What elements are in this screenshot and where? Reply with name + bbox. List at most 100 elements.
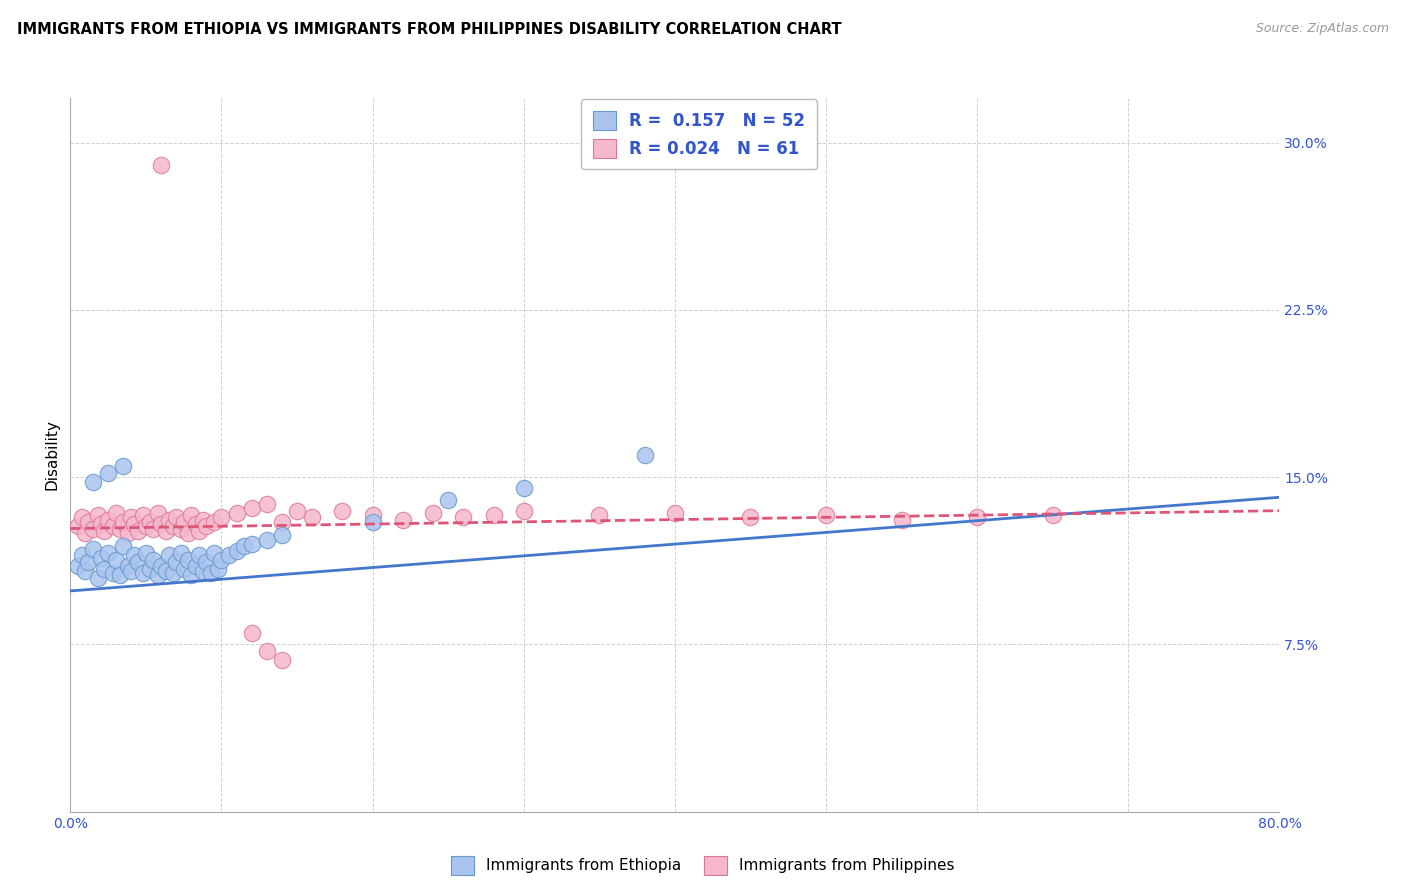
Point [202, 515, 225, 529]
Point [66, 559, 89, 574]
Point [90, 550, 111, 565]
Point [180, 508, 202, 523]
Point [211, 510, 233, 524]
Point [966, 510, 988, 524]
Point [104, 552, 127, 567]
Point [391, 512, 415, 526]
Point [97, 546, 120, 560]
Point [162, 519, 184, 533]
Point [112, 515, 135, 529]
Point [155, 564, 177, 578]
Point [815, 508, 838, 523]
Point [195, 519, 218, 533]
Point [513, 503, 536, 517]
Point [108, 521, 131, 535]
Point [165, 510, 187, 524]
Point [101, 566, 124, 581]
Point [256, 644, 278, 658]
Point [270, 515, 294, 529]
Point [218, 548, 240, 563]
Point [184, 517, 207, 532]
Point [225, 543, 247, 558]
Point [173, 562, 195, 576]
Legend: R =  0.157   N = 52, R = 0.024   N = 61: R = 0.157 N = 52, R = 0.024 N = 61 [581, 99, 817, 169]
Point [240, 537, 263, 551]
Point [437, 492, 460, 507]
Point [66, 519, 89, 533]
Point [135, 546, 157, 560]
Point [101, 519, 124, 533]
Point [513, 482, 536, 496]
Legend: Immigrants from Ethiopia, Immigrants from Philippines: Immigrants from Ethiopia, Immigrants fro… [443, 848, 963, 882]
Point [127, 555, 149, 569]
Point [75, 564, 97, 578]
Point [146, 506, 169, 520]
Point [233, 539, 256, 553]
Point [97, 466, 120, 480]
Point [202, 546, 225, 560]
Point [72, 548, 94, 563]
Point [82, 475, 104, 489]
Point [112, 539, 135, 553]
Point [150, 517, 172, 532]
Point [117, 559, 139, 574]
Point [139, 562, 162, 576]
Point [633, 448, 655, 462]
Point [108, 568, 131, 582]
Point [82, 521, 104, 535]
Point [86, 571, 108, 585]
Point [82, 541, 104, 556]
Point [361, 515, 384, 529]
Point [187, 524, 209, 538]
Point [301, 510, 323, 524]
Point [77, 515, 100, 529]
Point [482, 508, 505, 523]
Point [890, 512, 912, 526]
Point [104, 506, 127, 520]
Point [142, 521, 165, 535]
Point [193, 564, 215, 578]
Point [270, 653, 294, 667]
Point [93, 524, 115, 538]
Point [165, 555, 187, 569]
Point [588, 508, 610, 523]
Point [150, 158, 172, 172]
Y-axis label: Disability: Disability [44, 419, 59, 491]
Point [169, 546, 191, 560]
Point [127, 524, 149, 538]
Point [240, 501, 263, 516]
Point [285, 503, 308, 517]
Point [193, 512, 215, 526]
Point [93, 562, 115, 576]
Point [187, 548, 209, 563]
Point [90, 517, 111, 532]
Point [240, 626, 263, 640]
Point [740, 510, 762, 524]
Point [332, 503, 354, 517]
Point [139, 515, 162, 529]
Point [177, 552, 200, 567]
Point [135, 519, 157, 533]
Point [75, 526, 97, 541]
Text: Source: ZipAtlas.com: Source: ZipAtlas.com [1256, 22, 1389, 36]
Point [77, 555, 100, 569]
Point [177, 526, 200, 541]
Point [270, 528, 294, 542]
Point [453, 510, 475, 524]
Point [200, 566, 222, 581]
Point [120, 564, 142, 578]
Point [97, 512, 120, 526]
Point [1042, 508, 1064, 523]
Point [117, 526, 139, 541]
Point [256, 497, 278, 511]
Point [256, 533, 278, 547]
Point [162, 566, 184, 581]
Point [157, 512, 180, 526]
Point [155, 524, 177, 538]
Point [142, 552, 165, 567]
Point [122, 548, 145, 563]
Point [184, 559, 207, 574]
Point [664, 506, 686, 520]
Point [120, 510, 142, 524]
Point [157, 548, 180, 563]
